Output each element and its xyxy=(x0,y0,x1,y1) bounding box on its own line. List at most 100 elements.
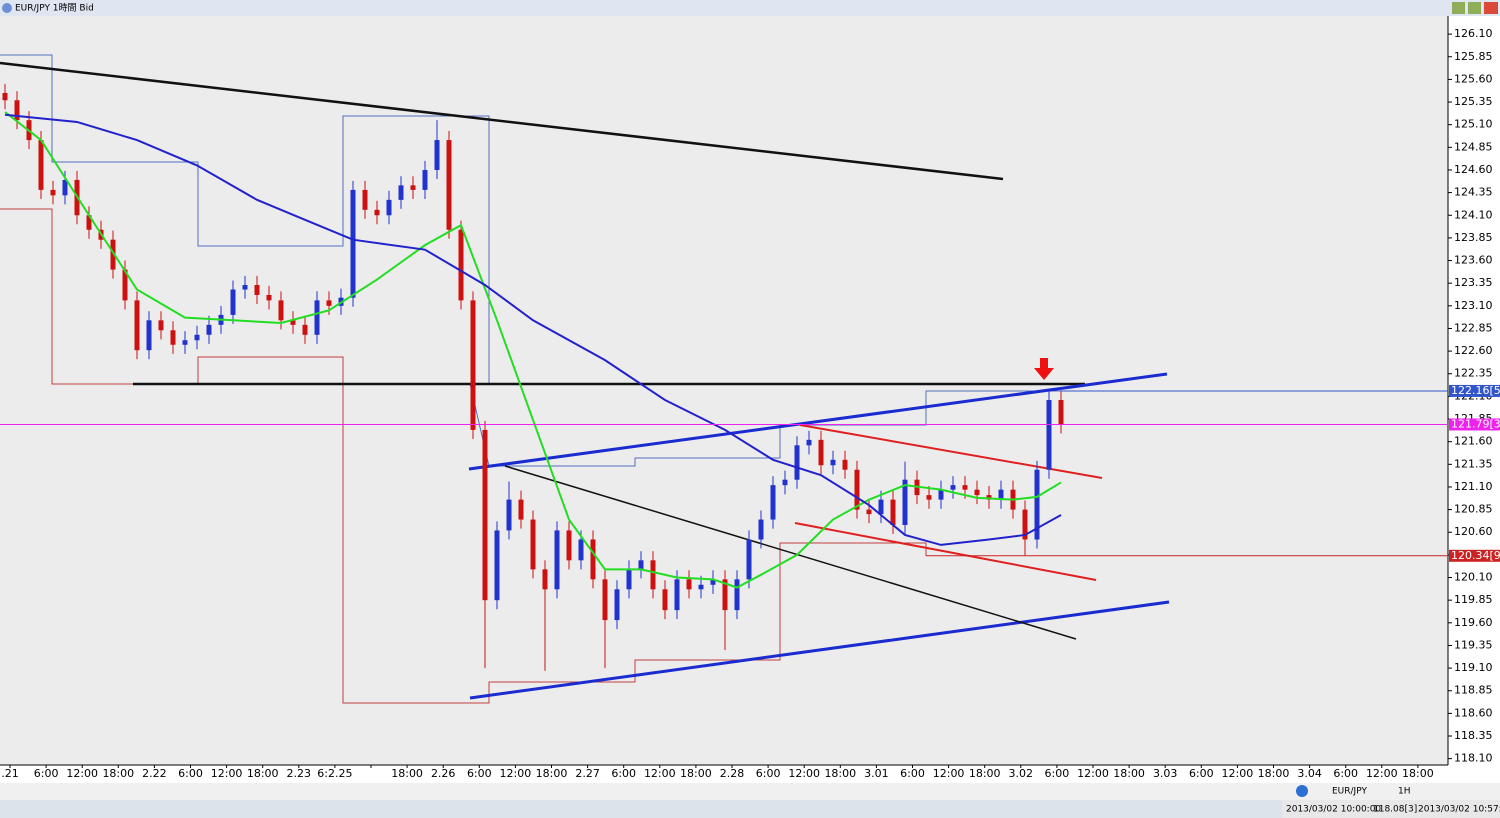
x-tick-label: 18:00 xyxy=(1258,767,1290,780)
minimize-button[interactable] xyxy=(1452,2,1465,14)
y-tick-label: 121.60 xyxy=(1454,435,1493,448)
x-tick-label: 6:00 xyxy=(178,767,203,780)
candle-body xyxy=(986,495,992,500)
y-tick-label: 118.10 xyxy=(1454,752,1493,765)
y-tick-label: 122.60 xyxy=(1454,344,1493,357)
candle-body xyxy=(794,445,800,480)
y-tick-label: 119.35 xyxy=(1454,638,1493,651)
y-tick-label: 124.35 xyxy=(1454,186,1493,199)
x-tick-label: .21 xyxy=(1,767,19,780)
candle-body xyxy=(194,334,200,341)
candle-body xyxy=(830,459,836,466)
candle-body xyxy=(410,185,416,190)
scrollbar[interactable] xyxy=(0,783,1500,800)
y-tick-label: 125.35 xyxy=(1454,95,1493,108)
candle-body xyxy=(638,560,644,570)
y-tick-label: 124.85 xyxy=(1454,140,1493,153)
x-tick-label: 18:00 xyxy=(247,767,279,780)
candle-body xyxy=(266,294,272,301)
candle-body xyxy=(254,284,260,295)
x-tick-label: 12:00 xyxy=(1222,767,1254,780)
y-tick-label: 120.10 xyxy=(1454,571,1493,584)
x-tick-label: 12:00 xyxy=(66,767,98,780)
candle-body xyxy=(926,495,932,500)
candle-body xyxy=(38,140,44,190)
x-tick-label: 18:00 xyxy=(680,767,712,780)
candle-body xyxy=(434,140,440,170)
y-tick-label: 125.60 xyxy=(1454,72,1493,85)
candle-body xyxy=(542,569,548,590)
candle-body xyxy=(170,330,176,345)
clock: 2013/03/02 10:57:14 xyxy=(1418,805,1500,815)
channel-lower xyxy=(469,600,1170,700)
time-axis xyxy=(0,765,1500,783)
price-marker-box xyxy=(1449,549,1500,562)
candle-body xyxy=(674,579,680,611)
nav-icon[interactable] xyxy=(1296,785,1308,797)
candle-body xyxy=(854,469,860,510)
candle-body xyxy=(962,485,968,490)
x-tick-label: 12:00 xyxy=(500,767,532,780)
candle-body xyxy=(1046,400,1052,470)
x-tick-label: 12:00 xyxy=(933,767,965,780)
candle-body xyxy=(614,589,620,621)
status-bar xyxy=(1282,800,1500,818)
trendline xyxy=(504,465,1077,640)
moving-average xyxy=(4,113,1062,546)
candle-body xyxy=(398,185,404,200)
y-tick-label: 118.35 xyxy=(1454,729,1493,742)
candle-body xyxy=(482,429,488,601)
y-tick-label: 120.85 xyxy=(1454,503,1493,516)
x-tick-label: 18:00 xyxy=(824,767,856,780)
y-tick-label: 124.60 xyxy=(1454,163,1493,176)
candle-body xyxy=(362,189,368,210)
y-tick-label: 118.60 xyxy=(1454,706,1493,719)
candle-body xyxy=(1058,400,1064,425)
candle-body xyxy=(206,324,212,335)
candle-body xyxy=(722,579,728,611)
price-marker-box xyxy=(1449,384,1500,397)
y-tick-label: 125.85 xyxy=(1454,50,1493,63)
bar-time: 2013/03/02 10:00:00 xyxy=(1286,805,1381,815)
candle-body xyxy=(770,485,776,520)
taskbar xyxy=(0,800,1282,818)
x-tick-label: 3.02 xyxy=(1009,767,1034,780)
red-channel-lower xyxy=(794,522,1097,581)
candle-body xyxy=(158,320,164,331)
candle-body xyxy=(1022,509,1028,540)
candle-body xyxy=(314,300,320,335)
y-tick-label: 125.10 xyxy=(1454,118,1493,131)
candle-body xyxy=(650,560,656,590)
x-tick-label: 2.22 xyxy=(142,767,167,780)
x-tick-label: 2.23 xyxy=(287,767,312,780)
candle-body xyxy=(2,92,8,101)
candle-body xyxy=(554,530,560,590)
candle-body xyxy=(902,479,908,525)
candle-body xyxy=(806,439,812,446)
candle-body xyxy=(146,320,152,351)
maximize-button[interactable] xyxy=(1468,2,1481,14)
candle-body xyxy=(242,284,248,290)
candle-body xyxy=(890,499,896,525)
candle-body xyxy=(758,519,764,540)
close-button[interactable] xyxy=(1484,2,1498,14)
x-tick-label: 3.04 xyxy=(1297,767,1322,780)
candle-body xyxy=(998,489,1004,500)
period-tab[interactable]: 1H xyxy=(1398,787,1411,797)
candle-body xyxy=(302,324,308,335)
candle-body xyxy=(698,584,704,590)
candle-body xyxy=(50,189,56,196)
price-marker-label: 120.34[9 xyxy=(1451,549,1500,562)
candle-body xyxy=(122,269,128,301)
candle-body xyxy=(626,569,632,590)
x-tick-label: 2.27 xyxy=(575,767,600,780)
x-tick-label: 3.01 xyxy=(864,767,889,780)
y-tick-label: 119.10 xyxy=(1454,661,1493,674)
y-tick-label: 126.10 xyxy=(1454,27,1493,40)
candle-body xyxy=(290,320,296,325)
candle-body xyxy=(566,530,572,561)
candle-body xyxy=(602,579,608,621)
symbol-tab[interactable]: EUR/JPY xyxy=(1332,787,1367,797)
y-tick-label: 122.35 xyxy=(1454,367,1493,380)
arrow-marker xyxy=(1034,358,1054,380)
